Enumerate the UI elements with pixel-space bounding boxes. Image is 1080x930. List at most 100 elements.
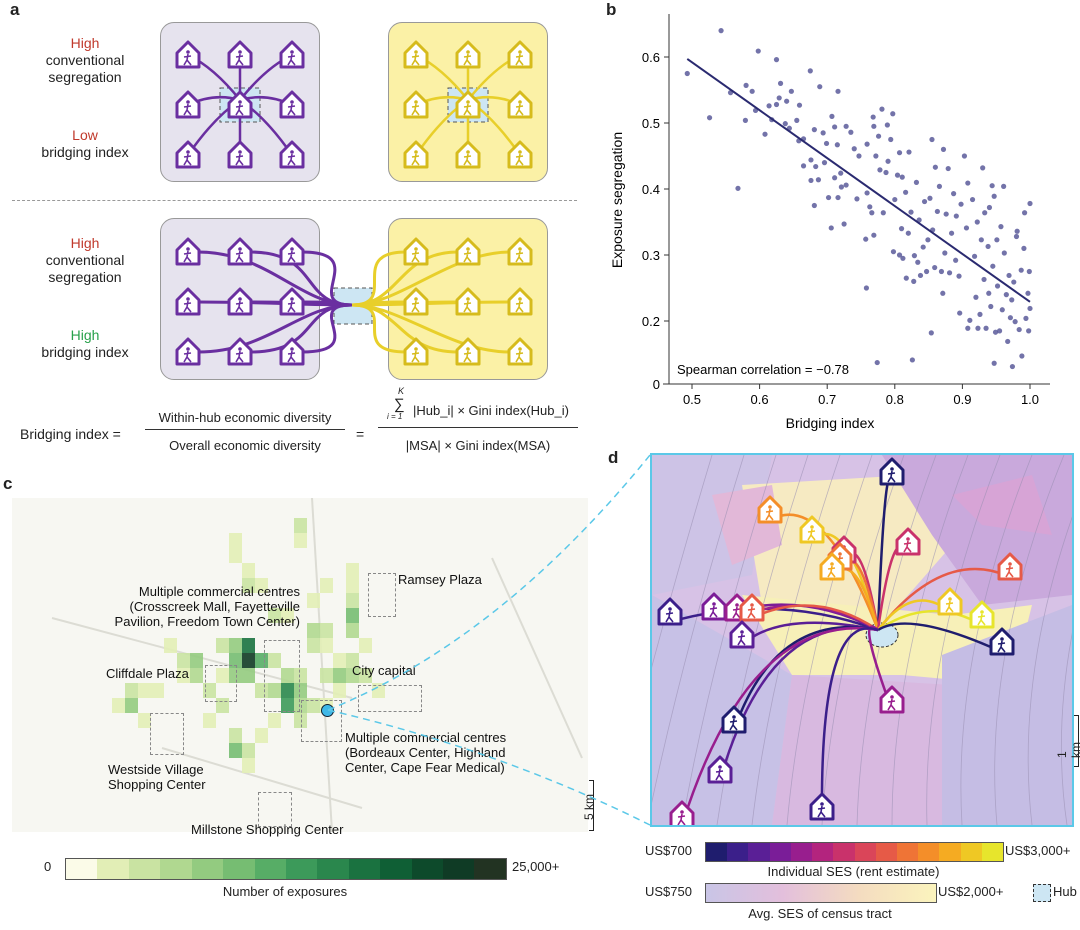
- scatter-point: [811, 202, 817, 209]
- high-ses-house-icon: [403, 140, 429, 169]
- y-tick-label: 0.2: [642, 314, 660, 329]
- scatter-point: [963, 225, 970, 231]
- exposure-cell: [229, 743, 242, 758]
- scatter-point: [1026, 268, 1032, 275]
- selected-hub-marker[interactable]: [321, 704, 334, 717]
- exposure-cell: [229, 638, 242, 653]
- scatter-point: [1018, 267, 1024, 273]
- colorbar-swatch: [223, 859, 255, 879]
- scatter-point: [856, 153, 862, 159]
- high-ses-house-icon: [403, 287, 429, 316]
- scatter-point: [1001, 250, 1007, 256]
- scatter-point: [965, 180, 971, 186]
- exposure-cell: [255, 728, 268, 743]
- scatter-point: [971, 253, 978, 259]
- label-crosscreek: Multiple commercial centres (Crosscreek …: [114, 584, 300, 629]
- visit-path: [877, 622, 1003, 654]
- scatter-point: [1021, 210, 1028, 216]
- scale-label-c: 5 km: [582, 793, 597, 821]
- exposure-cell: [177, 653, 190, 668]
- x-tick-label: 0.9: [953, 392, 971, 407]
- scatter-chart: 0.5 0.6 0.7 0.8 0.9 1.0 0 0.2 0.3 0.4 0.5 0.6 Bridg…: [609, 14, 1050, 431]
- colorbar-swatch: [128, 859, 161, 879]
- visit-path: [351, 303, 511, 354]
- scatter-point: [998, 224, 1004, 230]
- scatter-point: [875, 133, 882, 139]
- tract-legend-max: US$2,000+: [938, 884, 1004, 899]
- exposure-cell: [268, 608, 281, 623]
- x-tick-label: 1.0: [1021, 392, 1039, 407]
- hub-box-westside: [150, 713, 184, 755]
- scatter-point: [957, 310, 963, 316]
- scatter-point: [821, 160, 828, 166]
- high-ses-house-icon: [455, 237, 481, 266]
- scatter-point: [953, 257, 959, 263]
- low-ses-house-icon: [227, 90, 253, 119]
- scatter-point: [879, 106, 885, 112]
- low-ses-house-icon: [227, 140, 253, 169]
- road: [1061, 632, 1072, 825]
- bottom-bridging-level: High: [70, 327, 100, 343]
- low-ses-house-icon: [175, 287, 201, 316]
- y-tick-label: 0.6: [642, 50, 660, 65]
- exposure-cell: [203, 713, 216, 728]
- scatter-point: [928, 330, 934, 336]
- bottom-seg-level: High: [70, 235, 100, 251]
- exposure-cell: [320, 638, 333, 653]
- scale-bar-d: [1074, 715, 1079, 767]
- y-tick-label: 0.5: [642, 116, 660, 131]
- scatter-point: [1001, 183, 1007, 189]
- exposure-cell: [294, 533, 307, 548]
- scatter-point: [1007, 315, 1013, 321]
- visitor-house-icon: [701, 592, 727, 621]
- scatter-point: [942, 250, 948, 256]
- road: [821, 455, 905, 825]
- colorbar-swatch: [191, 859, 224, 879]
- road: [891, 455, 969, 825]
- y-tick-label: 0.3: [642, 248, 660, 263]
- colorbar-swatch: [443, 859, 475, 879]
- hub-box-city: [358, 685, 422, 712]
- visit-path: [301, 250, 353, 307]
- exposure-cell: [359, 638, 372, 653]
- hub-box-cliffdale: [205, 665, 237, 702]
- low-ses-house-icon: [227, 337, 253, 366]
- colorbar-swatch: [854, 843, 876, 861]
- colorbar-swatch: [790, 843, 813, 861]
- exposure-cell: [307, 593, 320, 608]
- scatter-point: [867, 204, 873, 210]
- visitor-house-icon: [937, 587, 963, 616]
- ses-legend-title: Individual SES (rent estimate): [767, 864, 940, 879]
- scatter-point: [880, 210, 886, 216]
- scatter-point: [838, 170, 844, 176]
- low-ses-house-icon: [175, 237, 201, 266]
- exposure-cell: [229, 548, 242, 563]
- colorbar-swatch: [981, 843, 1004, 861]
- colorbar-swatch: [97, 859, 129, 879]
- scatter-point: [796, 102, 803, 108]
- colorbar-swatch: [812, 843, 834, 861]
- bottom-seg-text: conventional segregation: [45, 252, 125, 285]
- scatter-point: [994, 237, 1000, 243]
- scatter-point: [743, 82, 749, 88]
- visit-path: [197, 250, 353, 307]
- scatter-point: [823, 140, 830, 147]
- scatter-point: [948, 230, 955, 236]
- visitor-house-icon: [707, 755, 733, 784]
- sum-upper: K: [398, 386, 405, 396]
- top-segregation-label: High conventional segregation: [15, 35, 155, 86]
- scatter-point: [870, 114, 876, 120]
- scatter-point: [967, 317, 973, 323]
- scatter-point: [755, 48, 761, 54]
- scatter-point: [773, 57, 780, 63]
- scatter-point: [851, 146, 857, 152]
- scatter-point: [1005, 338, 1011, 345]
- scatter-point: [929, 136, 935, 143]
- scatter-point: [1003, 292, 1009, 298]
- road: [491, 557, 583, 759]
- exposure-cell: [242, 668, 255, 683]
- exposure-cell: [346, 563, 359, 578]
- exposure-cell: [294, 698, 307, 713]
- visit-path: [820, 627, 879, 818]
- visitor-house-icon: [895, 527, 921, 556]
